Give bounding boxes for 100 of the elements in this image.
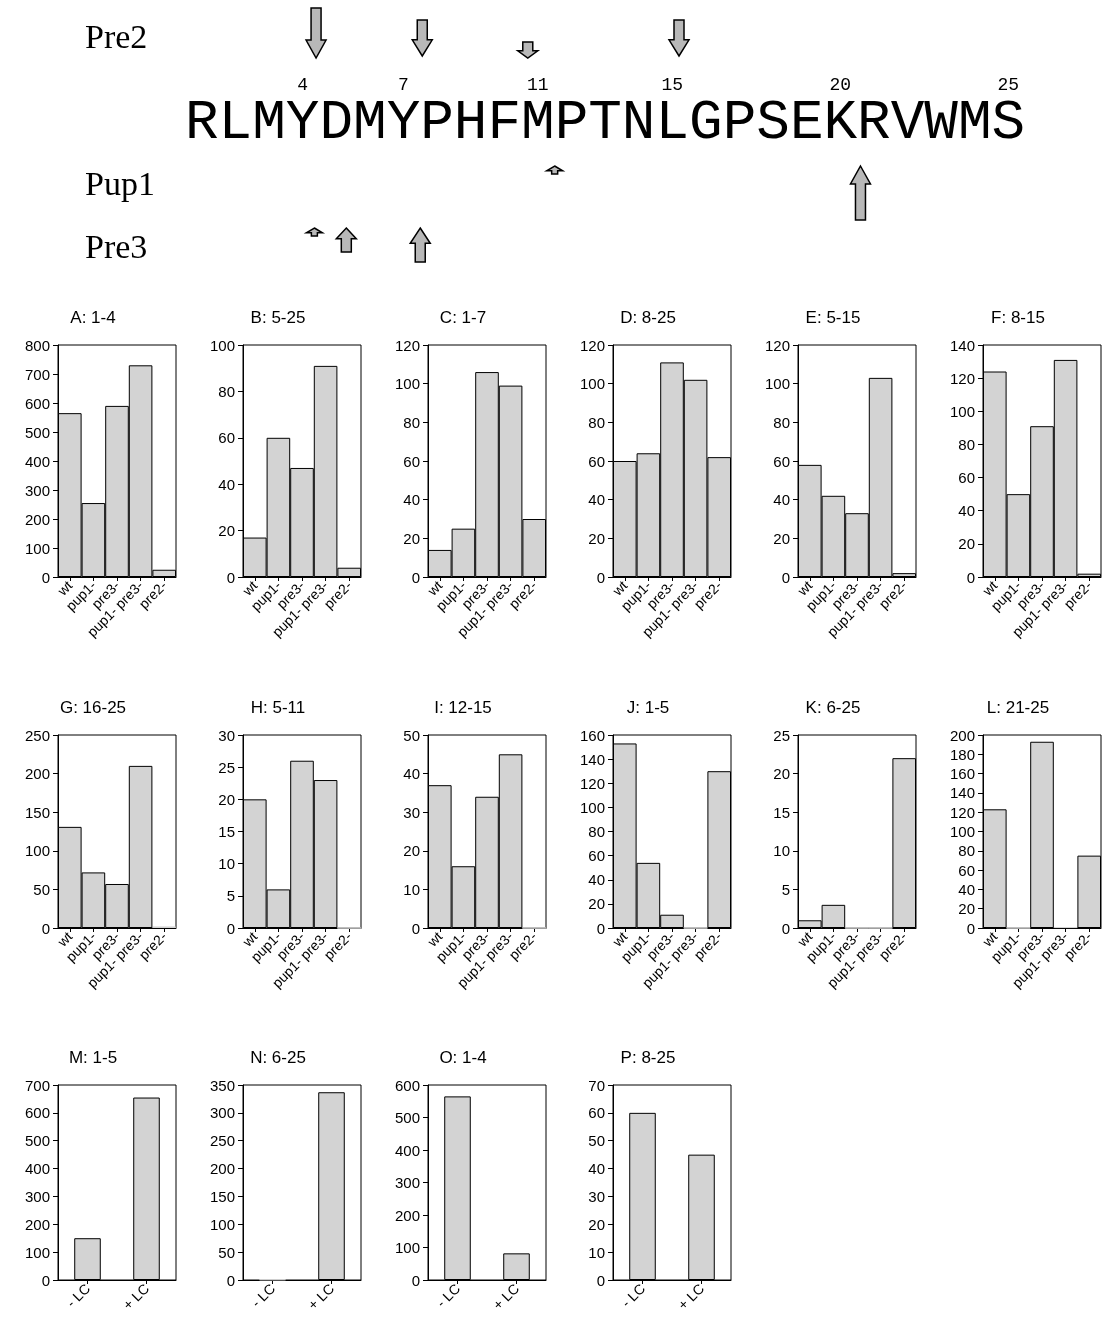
y-tick-label: 200 <box>24 765 50 783</box>
y-tick-label: 20 <box>588 529 605 547</box>
y-tick-label: 40 <box>588 491 605 509</box>
y-tick-label: 0 <box>596 919 605 937</box>
y-tick-label: 300 <box>24 481 50 499</box>
y-tick-label: 0 <box>596 568 605 586</box>
chart-title: M: 1-5 <box>68 1048 118 1067</box>
y-tick-label: 100 <box>949 402 975 420</box>
y-tick-label: 40 <box>773 491 790 509</box>
y-tick-label: 200 <box>209 1160 235 1178</box>
y-tick-label: 400 <box>24 452 50 470</box>
y-tick-label: 100 <box>24 539 50 557</box>
y-tick-label: 180 <box>949 745 975 763</box>
y-tick-label: 700 <box>24 1076 50 1094</box>
chart-title: L: 21-25 <box>986 698 1050 717</box>
y-tick-label: 60 <box>403 452 420 470</box>
y-tick-label: 800 <box>24 336 50 354</box>
y-tick-label: 100 <box>394 375 420 393</box>
y-tick-label: 50 <box>218 1243 235 1261</box>
y-tick-label: 100 <box>24 842 50 860</box>
y-tick-label: 100 <box>579 375 605 393</box>
x-tick-label: - LC <box>248 1280 279 1311</box>
y-tick-label: 100 <box>209 1215 235 1233</box>
y-tick-label: 0 <box>41 1271 50 1289</box>
x-tick-label: - LC <box>63 1280 94 1311</box>
y-tick-label: 60 <box>588 847 605 865</box>
y-tick-label: 10 <box>218 855 235 873</box>
y-tick-label: 200 <box>394 1206 420 1224</box>
chart-title: A: 1-4 <box>70 308 116 327</box>
y-tick-label: 5 <box>781 880 790 898</box>
x-tick-label: + LC <box>304 1280 338 1313</box>
y-tick-label: 10 <box>773 842 790 860</box>
y-tick-label: 0 <box>596 1271 605 1289</box>
chart-title: G: 16-25 <box>59 698 127 717</box>
y-tick-label: 30 <box>588 1187 605 1205</box>
y-tick-label: 60 <box>218 429 235 447</box>
y-tick-label: 20 <box>773 529 790 547</box>
y-tick-label: 350 <box>209 1076 235 1094</box>
y-tick-label: 5 <box>226 887 235 905</box>
y-tick-label: 500 <box>24 423 50 441</box>
y-tick-label: 0 <box>966 568 975 586</box>
y-tick-label: 120 <box>949 369 975 387</box>
y-tick-label: 60 <box>588 1104 605 1122</box>
y-tick-label: 15 <box>773 803 790 821</box>
y-tick-label: 50 <box>33 880 50 898</box>
y-tick-label: 0 <box>966 919 975 937</box>
y-tick-label: 40 <box>403 765 420 783</box>
y-tick-label: 80 <box>588 823 605 840</box>
chart-title: J: 1-5 <box>626 698 670 717</box>
chart-title: I: 12-15 <box>434 698 492 717</box>
y-tick-label: 100 <box>394 1239 420 1256</box>
y-tick-label: 0 <box>411 919 420 937</box>
y-tick-label: 700 <box>24 365 50 383</box>
x-tick-label: + LC <box>119 1280 153 1313</box>
chart-title: F: 8-15 <box>991 308 1045 327</box>
chart-title: B: 5-25 <box>250 308 306 327</box>
y-tick-label: 120 <box>579 774 605 792</box>
y-tick-label: 20 <box>218 790 235 808</box>
y-tick-label: 300 <box>209 1104 235 1122</box>
x-tick-label: + LC <box>674 1280 708 1313</box>
chart-title: C: 1-7 <box>439 308 487 327</box>
y-tick-label: 0 <box>411 1271 420 1289</box>
y-tick-label: 80 <box>588 413 605 431</box>
y-tick-label: 0 <box>226 919 235 937</box>
y-tick-label: 140 <box>579 750 605 768</box>
y-tick-label: 40 <box>588 871 605 889</box>
y-tick-label: 400 <box>394 1141 420 1159</box>
y-tick-label: 40 <box>588 1160 605 1178</box>
y-tick-label: 100 <box>949 823 975 840</box>
y-tick-label: 600 <box>24 394 50 412</box>
y-tick-label: 0 <box>41 919 50 937</box>
y-tick-label: 160 <box>949 765 975 783</box>
y-tick-label: 80 <box>218 382 235 400</box>
y-tick-label: 30 <box>403 803 420 821</box>
y-tick-label: 10 <box>403 880 420 898</box>
y-tick-label: 140 <box>949 784 975 802</box>
y-tick-label: 120 <box>579 336 605 354</box>
y-tick-label: 400 <box>24 1160 50 1178</box>
y-tick-label: 0 <box>781 568 790 586</box>
y-tick-label: 50 <box>403 726 420 744</box>
y-tick-label: 80 <box>958 435 975 453</box>
y-tick-label: 60 <box>958 861 975 879</box>
y-tick-label: 0 <box>411 568 420 586</box>
y-tick-label: 500 <box>394 1109 420 1126</box>
chart-title: E: 5-15 <box>805 308 861 327</box>
y-tick-label: 100 <box>579 798 605 816</box>
y-tick-label: 40 <box>403 491 420 509</box>
y-tick-label: 60 <box>773 452 790 470</box>
y-tick-label: 120 <box>764 336 790 354</box>
y-tick-label: 25 <box>773 726 790 744</box>
y-tick-label: 250 <box>24 726 50 744</box>
y-tick-label: 250 <box>209 1132 235 1150</box>
chart-title: P: 8-25 <box>620 1048 676 1067</box>
y-tick-label: 0 <box>781 919 790 937</box>
y-tick-label: 0 <box>226 568 235 586</box>
y-tick-label: 20 <box>958 900 975 918</box>
y-tick-label: 150 <box>24 803 50 821</box>
y-tick-label: 80 <box>958 842 975 860</box>
y-tick-label: 30 <box>218 726 235 744</box>
y-tick-label: 25 <box>218 758 235 776</box>
